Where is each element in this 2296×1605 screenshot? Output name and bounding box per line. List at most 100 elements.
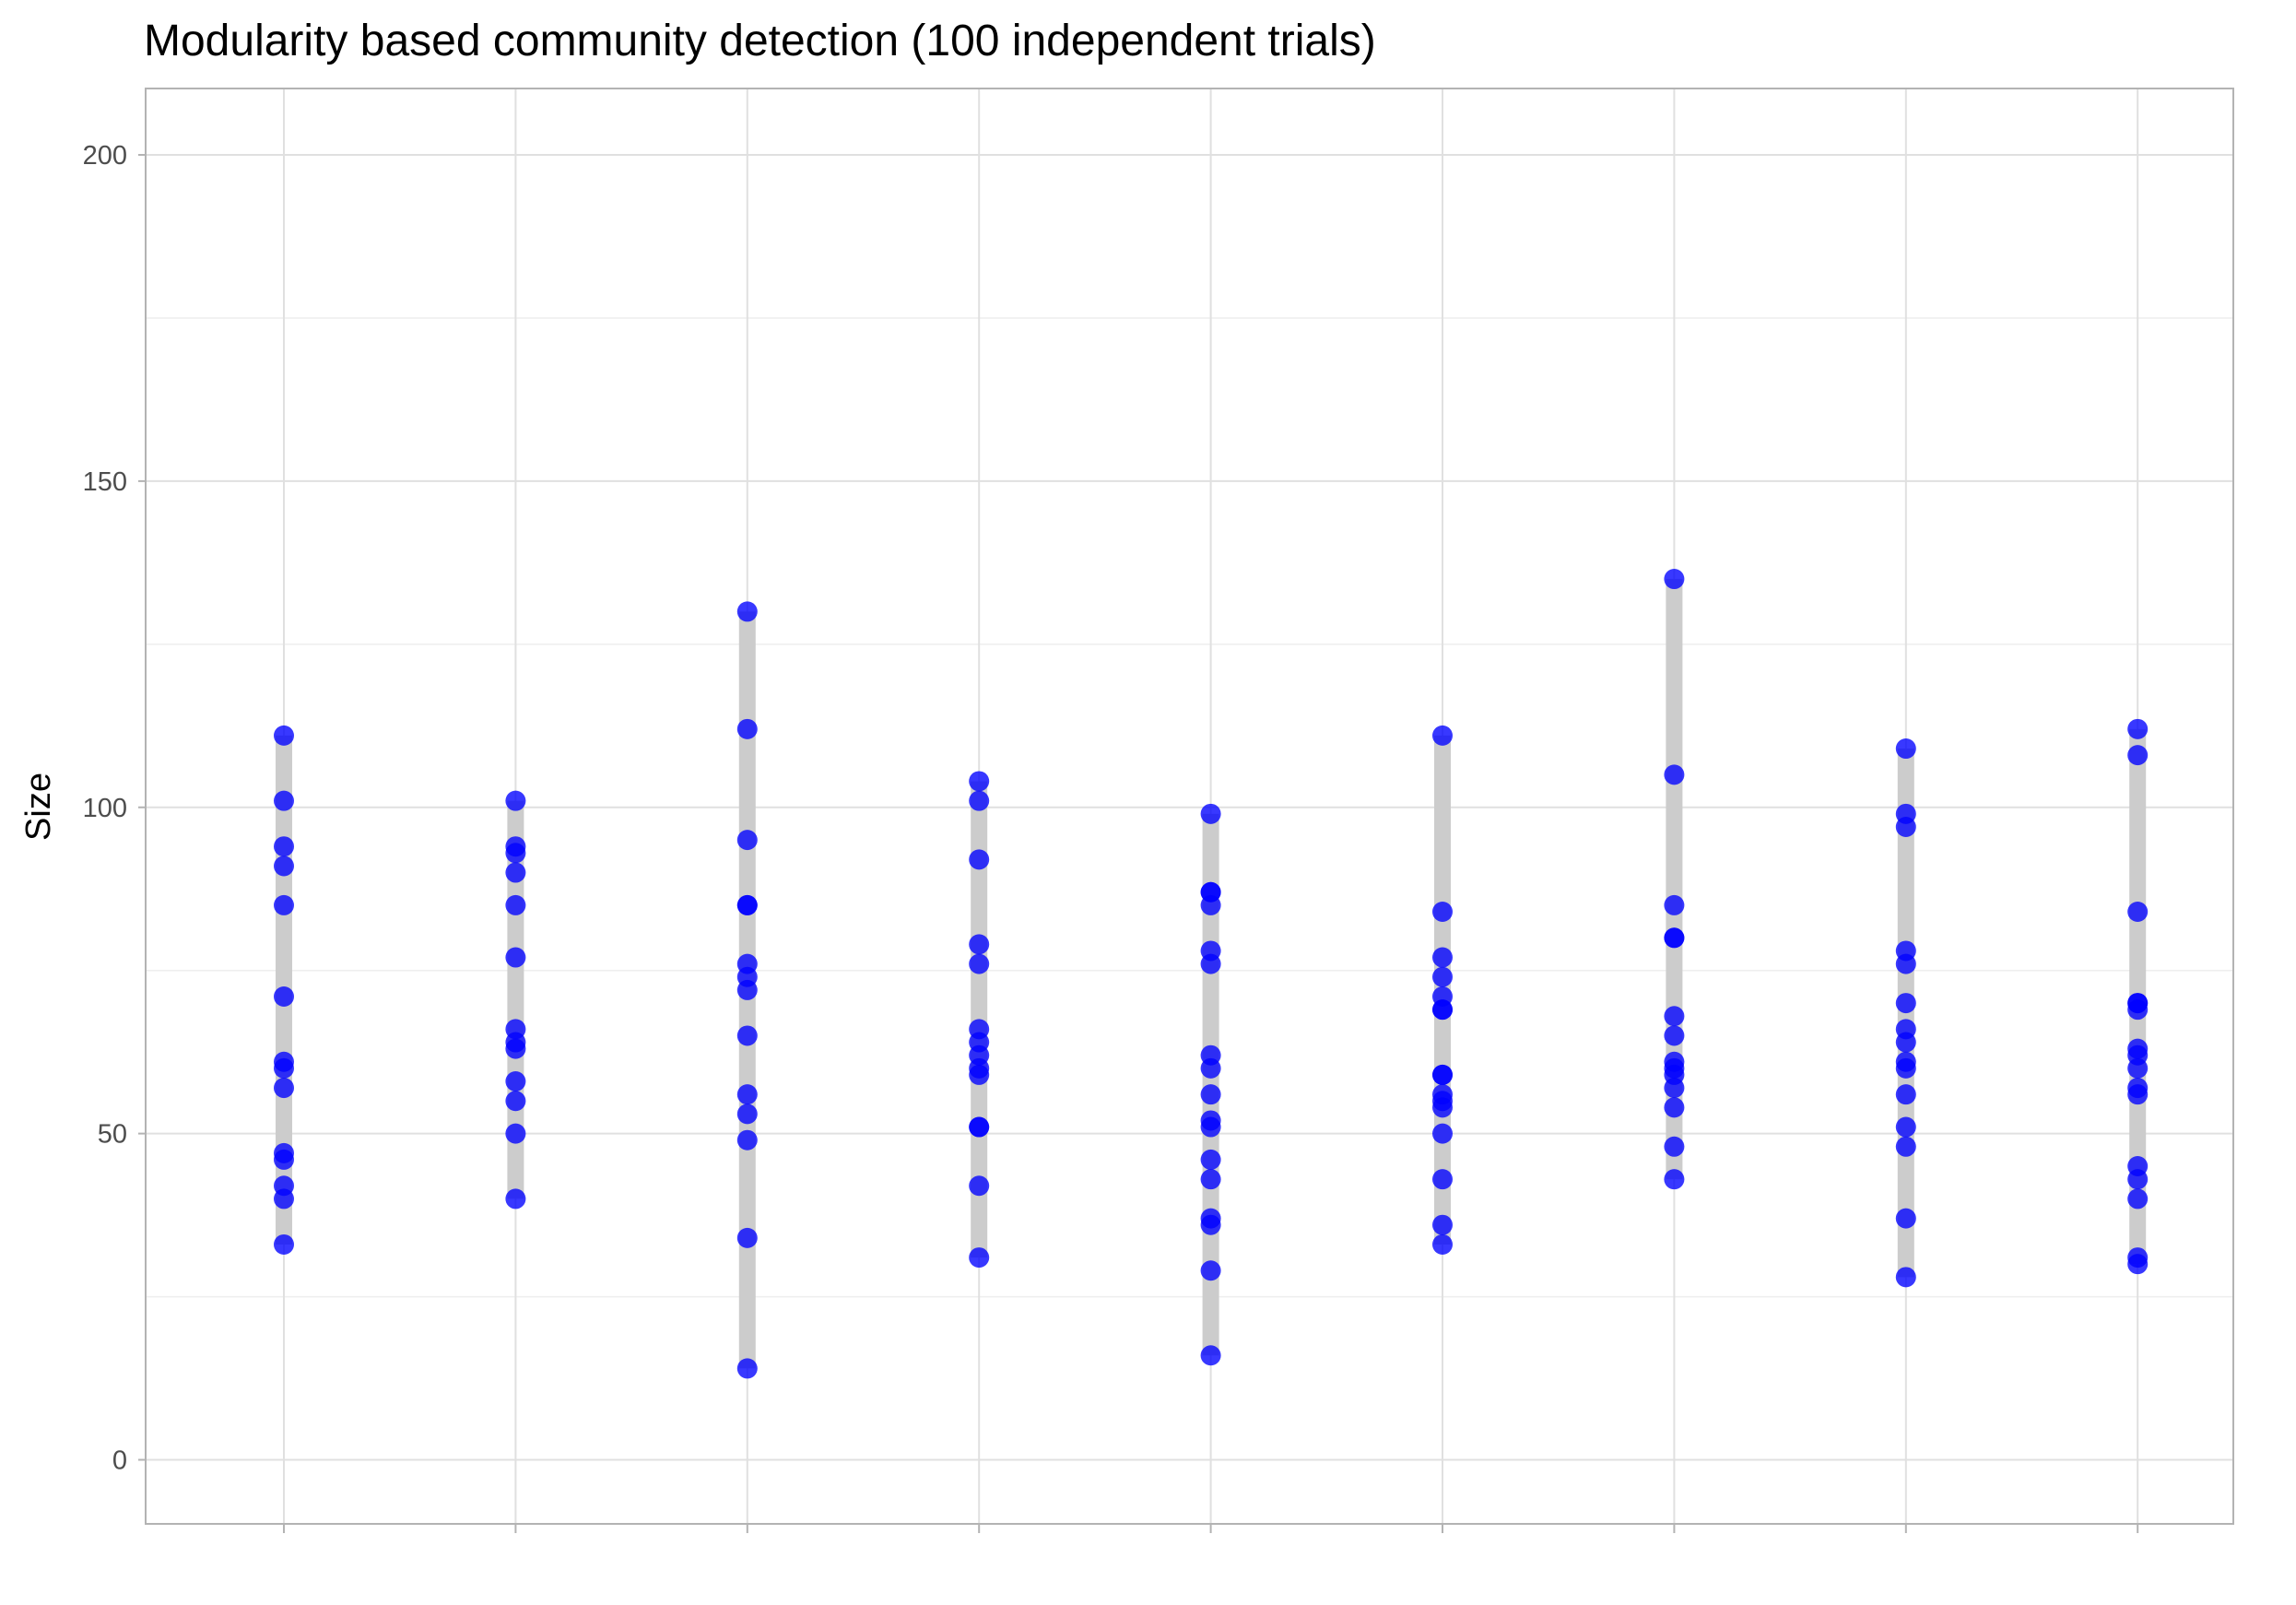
data-point [2127, 1169, 2149, 1190]
data-point [1895, 1032, 1916, 1053]
data-point [1200, 1084, 1221, 1105]
data-point [505, 1123, 526, 1144]
y-axis: 0 50 100 150 200 [83, 141, 2139, 1533]
data-point [736, 979, 758, 1000]
data-point [736, 1084, 758, 1105]
data-point [1200, 1116, 1221, 1138]
data-point [505, 894, 526, 915]
data-point [736, 830, 758, 851]
data-point [274, 1188, 294, 1210]
data-point [969, 1064, 990, 1085]
chart-title: Modularity based community detection (10… [144, 17, 1376, 65]
data-point [1664, 1169, 1685, 1190]
data-point [2127, 745, 2149, 766]
data-point [1895, 1136, 1916, 1157]
data-point [969, 1116, 990, 1138]
data-point [2127, 901, 2149, 922]
data-point [1200, 894, 1221, 915]
data-point [736, 1025, 758, 1046]
data-point [274, 1149, 294, 1170]
data-point [1895, 1208, 1916, 1229]
data-point [1200, 1169, 1221, 1190]
data-point [1200, 1260, 1221, 1281]
y-axis-label: Size [19, 773, 58, 841]
data-point [1432, 966, 1453, 987]
data-point [2127, 1254, 2149, 1275]
data-point [1664, 569, 1685, 590]
data-point [1200, 1345, 1221, 1366]
data-point [736, 601, 758, 622]
data-point [2127, 1057, 2149, 1079]
data-point [274, 1078, 294, 1099]
data-point [2127, 1084, 2149, 1105]
data-point [1432, 725, 1453, 746]
panel-border [145, 88, 2234, 1525]
data-point [1200, 953, 1221, 974]
data-point [969, 849, 990, 870]
data-point [505, 790, 526, 811]
data-point [1664, 927, 1685, 949]
data-point [505, 1038, 526, 1059]
data-point [1432, 1233, 1453, 1255]
data-point [1432, 1214, 1453, 1235]
data-point [2127, 999, 2149, 1021]
data-point [274, 790, 294, 811]
data-point [736, 1358, 758, 1379]
data-point [1432, 1123, 1453, 1144]
data-point [1432, 999, 1453, 1021]
data-point [736, 1103, 758, 1125]
y-tick-label: 150 [83, 467, 127, 497]
data-point [1200, 1057, 1221, 1079]
data-point [505, 862, 526, 883]
y-tick-label: 50 [98, 1120, 127, 1150]
data-point [1432, 1097, 1453, 1118]
data-point [1895, 738, 1916, 760]
data-point [969, 1247, 990, 1269]
data-point [1664, 1025, 1685, 1046]
data-point [1895, 993, 1916, 1014]
data-point [1664, 894, 1685, 915]
data-point [1664, 1097, 1685, 1118]
data-point [1895, 1267, 1916, 1288]
data-point [2127, 718, 2149, 739]
data-point [1664, 1006, 1685, 1027]
data-point [736, 1129, 758, 1151]
data-point [274, 894, 294, 915]
data-point [1895, 1116, 1916, 1138]
data-point [1432, 901, 1453, 922]
data-point [274, 985, 294, 1007]
data-point [736, 718, 758, 739]
data-point [1895, 816, 1916, 837]
data-point [1432, 1064, 1453, 1085]
data-point [736, 894, 758, 915]
data-point [274, 1233, 294, 1255]
data-point [1200, 803, 1221, 824]
data-point [2127, 1188, 2149, 1210]
data-point [1895, 953, 1916, 974]
data-point [1664, 1078, 1685, 1099]
data-point [505, 1188, 526, 1210]
data-point [969, 790, 990, 811]
data-point [1432, 1169, 1453, 1190]
data-point [505, 947, 526, 968]
data-point [274, 856, 294, 877]
data-point [1895, 1084, 1916, 1105]
data-point [274, 725, 294, 746]
y-tick-label: 200 [83, 141, 127, 171]
data-point [1664, 1136, 1685, 1157]
data-point [969, 953, 990, 974]
data-point [505, 1091, 526, 1112]
data-point [969, 934, 990, 955]
data-point [505, 843, 526, 864]
data-point [505, 1071, 526, 1092]
data-point [1664, 764, 1685, 785]
y-tick-label: 100 [83, 794, 127, 823]
data-point [1200, 1149, 1221, 1170]
data-point [274, 836, 294, 857]
grid [146, 89, 2233, 1524]
data-point [969, 771, 990, 792]
data-points [274, 569, 2149, 1379]
data-point [1432, 947, 1453, 968]
data-point [969, 1175, 990, 1197]
